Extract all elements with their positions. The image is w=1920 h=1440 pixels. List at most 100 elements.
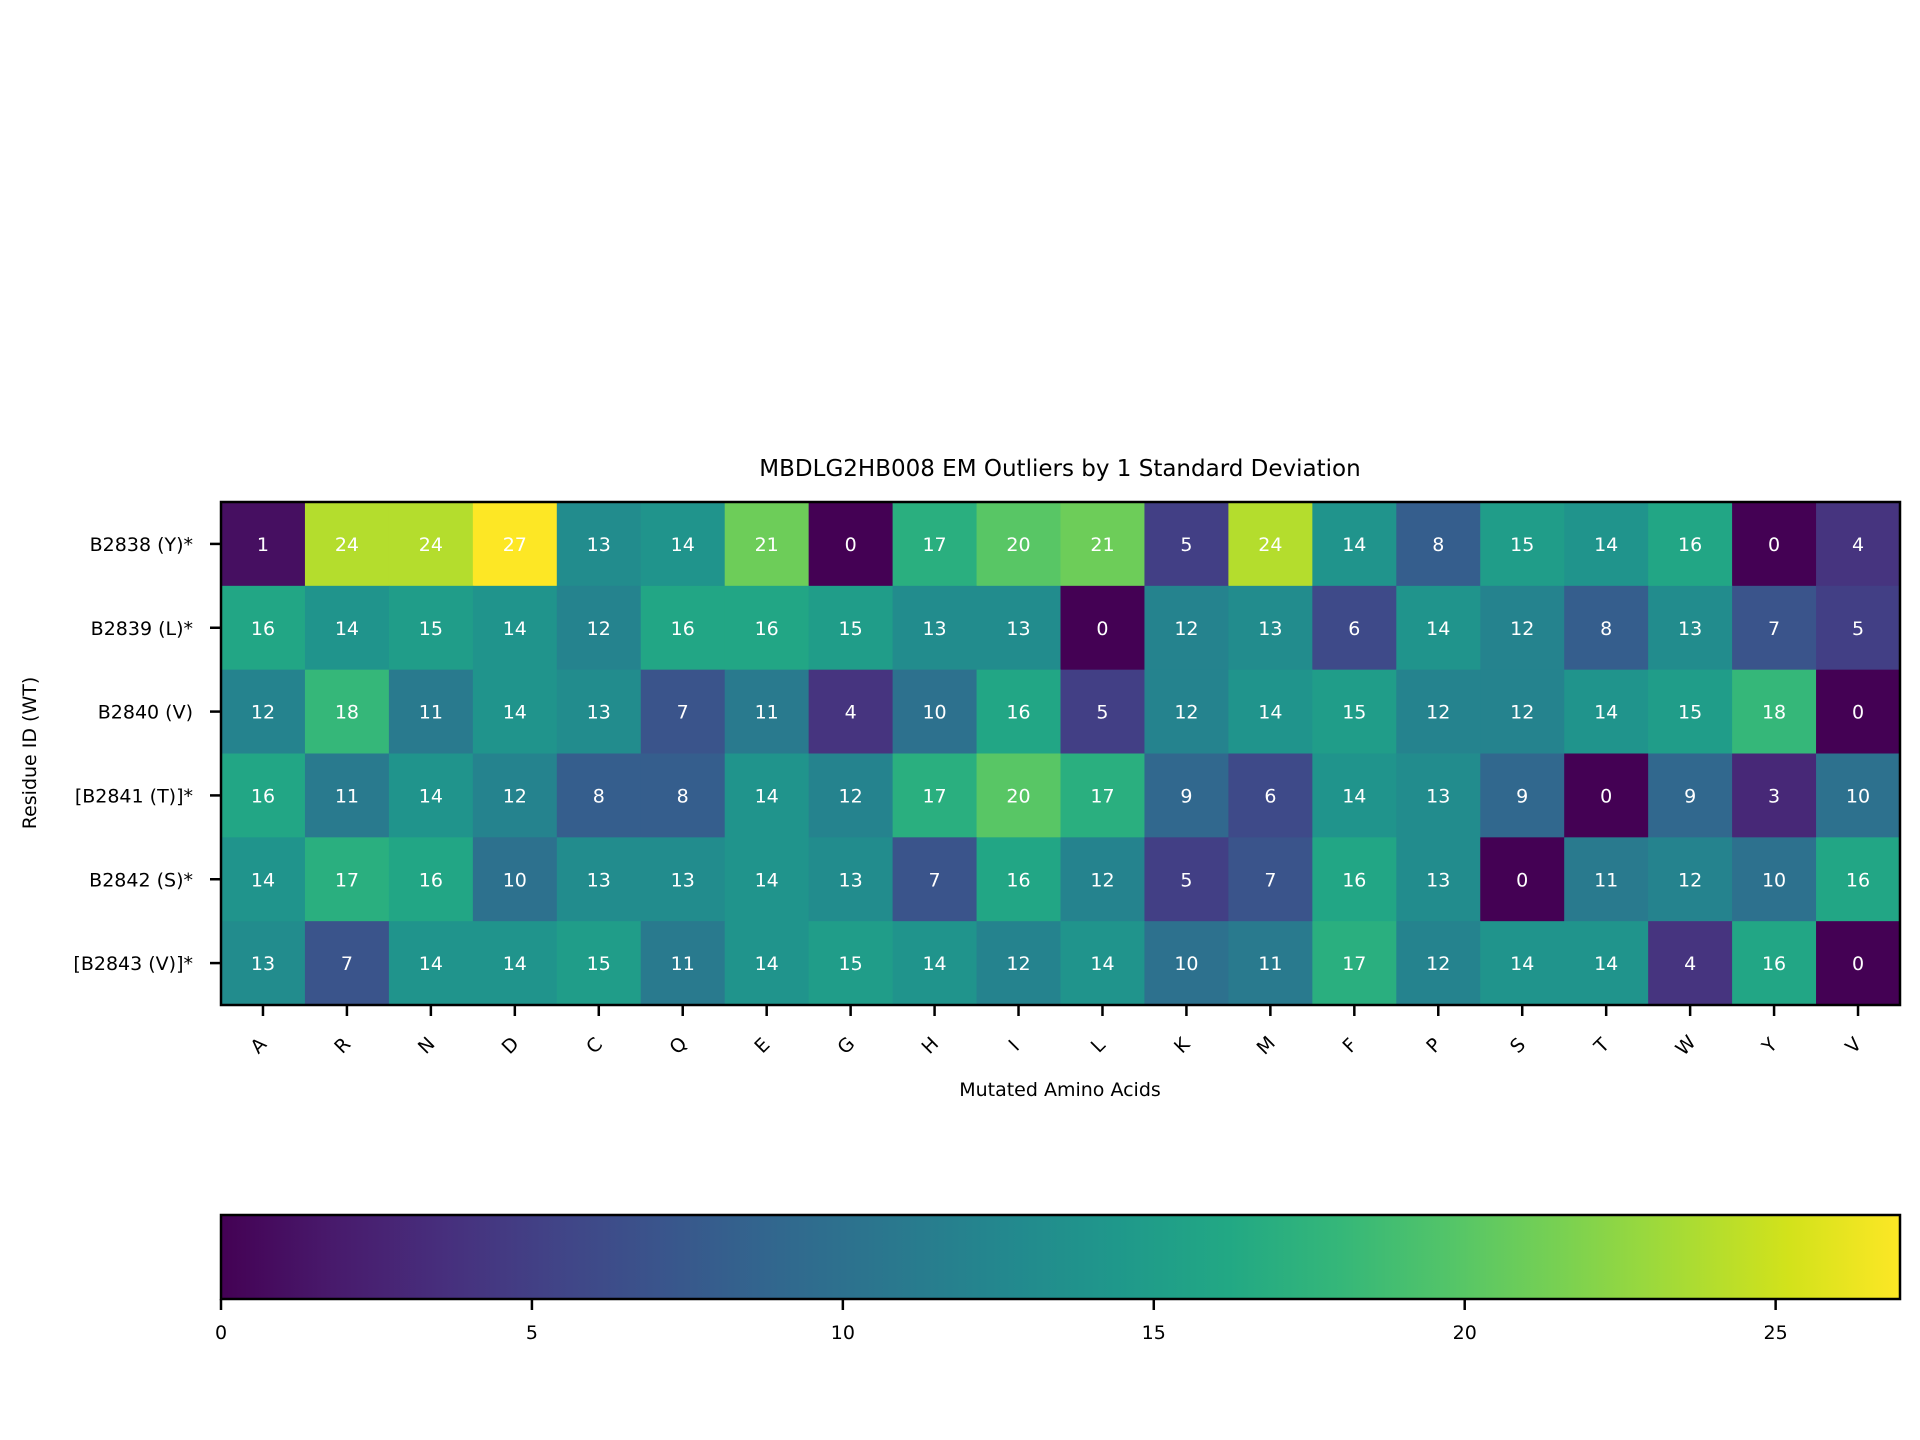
heatmap-cell bbox=[472, 921, 558, 1006]
heatmap-cell bbox=[556, 502, 642, 587]
heatmap-cell bbox=[1480, 921, 1565, 1006]
heatmap-cell bbox=[1228, 837, 1313, 922]
heatmap-cell bbox=[1648, 837, 1733, 922]
heatmap-cell bbox=[1480, 753, 1565, 838]
cell-value-label: 13 bbox=[587, 869, 611, 891]
cell-value-label: 14 bbox=[922, 953, 946, 975]
heatmap-cell bbox=[1312, 669, 1397, 755]
x-tick-label: I bbox=[1005, 1036, 1025, 1056]
y-axis-label: Residue ID (WT) bbox=[19, 677, 41, 830]
x-tick-label: S bbox=[1506, 1034, 1530, 1058]
cell-value-label: 9 bbox=[1516, 785, 1528, 807]
cell-value-label: 7 bbox=[1264, 869, 1276, 891]
cell-value-label: 14 bbox=[1510, 953, 1534, 975]
colorbar-ticks: 0 5 10 15 20 25 bbox=[215, 1299, 1788, 1344]
heatmap-cell bbox=[1144, 753, 1229, 838]
heatmap-cell bbox=[221, 502, 306, 587]
cell-value-label: 10 bbox=[1762, 869, 1786, 891]
heatmap-cell bbox=[724, 502, 810, 587]
heatmap-cell bbox=[388, 669, 474, 755]
y-tick-label: B2842 (S)* bbox=[89, 869, 193, 891]
heatmap-cell bbox=[556, 669, 642, 755]
cell-value-label: 7 bbox=[341, 953, 353, 975]
heatmap-cell bbox=[640, 669, 726, 755]
cell-value-label: 4 bbox=[1852, 534, 1864, 556]
cell-value-label: 14 bbox=[755, 953, 779, 975]
cell-value-label: 14 bbox=[1090, 953, 1114, 975]
heatmap-cell bbox=[640, 585, 726, 671]
heatmap-cell bbox=[724, 837, 810, 922]
heatmap-cell bbox=[1312, 753, 1397, 838]
cell-value-label: 15 bbox=[1510, 534, 1534, 556]
cell-value-label: 5 bbox=[1852, 618, 1864, 640]
heatmap-cell bbox=[304, 502, 390, 587]
heatmap-cell bbox=[472, 585, 558, 671]
cell-value-label: 0 bbox=[1096, 618, 1108, 640]
cell-value-label: 16 bbox=[1006, 869, 1030, 891]
heatmap-cell bbox=[892, 502, 978, 587]
heatmap-cell bbox=[1732, 502, 1817, 587]
cell-value-label: 12 bbox=[1426, 953, 1450, 975]
heatmap-cell bbox=[221, 837, 306, 922]
heatmap-cell bbox=[1396, 837, 1481, 922]
heatmap-cell bbox=[1732, 837, 1817, 922]
cell-value-label: 10 bbox=[503, 869, 527, 891]
x-tick-label: C bbox=[582, 1033, 607, 1058]
heatmap-cell bbox=[1564, 837, 1649, 922]
cell-value-label: 17 bbox=[922, 785, 946, 807]
heatmap-cell bbox=[1480, 585, 1565, 671]
cell-value-label: 13 bbox=[1678, 618, 1702, 640]
cell-value-label: 12 bbox=[1510, 618, 1534, 640]
cell-value-label: 21 bbox=[1090, 534, 1114, 556]
heatmap-cell bbox=[1312, 585, 1397, 671]
heatmap-cell bbox=[388, 502, 474, 587]
cell-value-label: 13 bbox=[1426, 869, 1450, 891]
heatmap-cell bbox=[976, 837, 1062, 922]
cell-value-label: 10 bbox=[1846, 785, 1870, 807]
cell-value-label: 16 bbox=[1846, 869, 1870, 891]
heatmap-cell bbox=[1144, 921, 1229, 1006]
cell-value-label: 15 bbox=[839, 953, 863, 975]
heatmap-cell bbox=[1816, 585, 1901, 671]
heatmap-cell bbox=[976, 753, 1062, 838]
heatmap-cell bbox=[1060, 837, 1146, 922]
heatmap-cell bbox=[1732, 753, 1817, 838]
heatmap-cell bbox=[556, 753, 642, 838]
heatmap-cell bbox=[640, 837, 726, 922]
x-tick-label: Q bbox=[665, 1033, 691, 1059]
cell-value-label: 18 bbox=[1762, 702, 1786, 724]
heatmap-cell bbox=[1816, 837, 1901, 922]
x-tick-label: T bbox=[1589, 1034, 1614, 1059]
cell-value-label: 0 bbox=[1600, 785, 1612, 807]
cell-value-label: 8 bbox=[677, 785, 689, 807]
heatmap-cell bbox=[388, 837, 474, 922]
heatmap-cell bbox=[1648, 921, 1733, 1006]
heatmap-cell bbox=[556, 585, 642, 671]
heatmap-cell bbox=[304, 837, 390, 922]
cell-value-label: 15 bbox=[1342, 702, 1366, 724]
cell-value-label: 12 bbox=[1006, 953, 1030, 975]
cell-value-label: 13 bbox=[1426, 785, 1450, 807]
heatmap-cell bbox=[640, 502, 726, 587]
cell-value-label: 4 bbox=[1684, 953, 1696, 975]
cell-value-label: 4 bbox=[845, 702, 857, 724]
cell-value-label: 13 bbox=[251, 953, 275, 975]
heatmap-cell bbox=[1396, 502, 1481, 587]
x-tick-label: Y bbox=[1757, 1034, 1782, 1059]
heatmap-cell bbox=[472, 837, 558, 922]
heatmap-cell bbox=[304, 585, 390, 671]
cell-value-label: 14 bbox=[1594, 534, 1618, 556]
cell-value-label: 12 bbox=[251, 702, 275, 724]
cell-value-label: 5 bbox=[1180, 869, 1192, 891]
cell-value-label: 16 bbox=[419, 869, 443, 891]
heatmap-cell bbox=[1480, 837, 1565, 922]
cell-value-label: 0 bbox=[1852, 953, 1864, 975]
colorbar bbox=[219, 1213, 1902, 1301]
heatmap-cell bbox=[1732, 585, 1817, 671]
x-tick-label: G bbox=[833, 1033, 859, 1059]
colorbar-tick-label: 5 bbox=[526, 1322, 538, 1344]
cell-value-label: 1 bbox=[257, 534, 269, 556]
heatmap-cell bbox=[1396, 585, 1481, 671]
cell-value-label: 12 bbox=[1426, 702, 1450, 724]
